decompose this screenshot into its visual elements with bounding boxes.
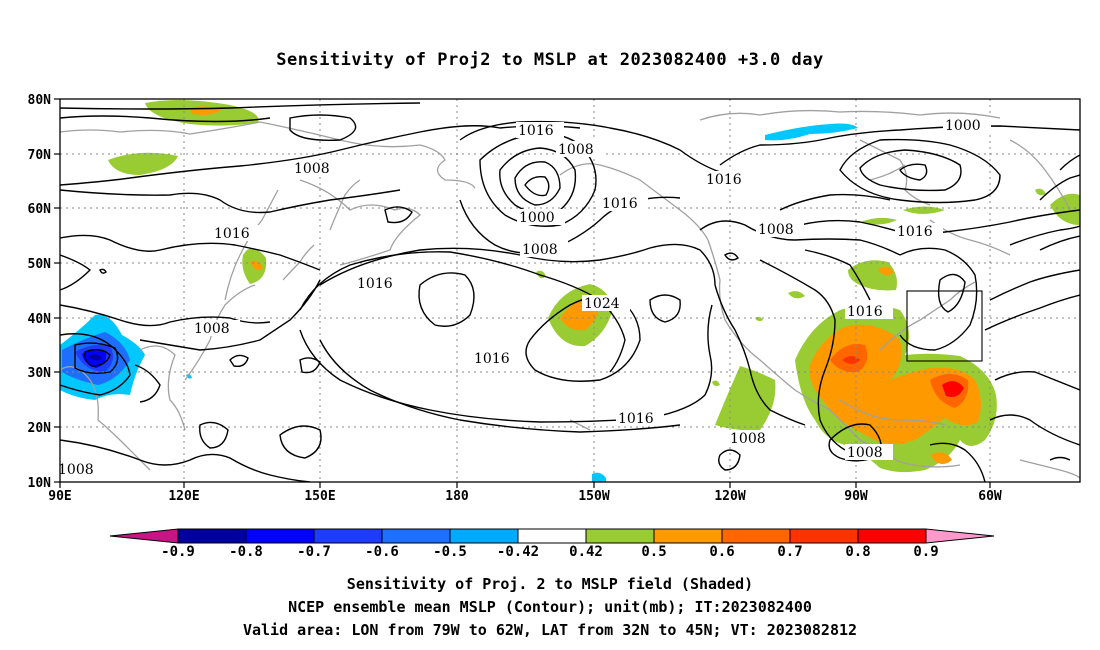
shade-negative-arctic <box>765 123 858 141</box>
contour-label: 1000 <box>519 210 555 226</box>
colorbar-label: 0.7 <box>777 544 802 560</box>
lat-label: 30N <box>28 366 52 381</box>
lat-label: 80N <box>28 93 52 108</box>
contour-label: 1000 <box>945 118 981 134</box>
colorbar-segment <box>177 528 247 544</box>
colorbar-label: 0.8 <box>845 544 870 560</box>
colorbar-labels: -0.9 -0.8 -0.7 -0.6 -0.5 -0.42 0.42 0.5 … <box>161 544 939 560</box>
sensitivity-shading <box>60 99 1080 482</box>
colorbar <box>109 528 995 544</box>
colorbar-label: -0.9 <box>161 544 195 560</box>
footer-line-contour: NCEP ensemble mean MSLP (Contour); unit(… <box>288 598 812 616</box>
contour-label: 1016 <box>357 276 393 292</box>
contour-label: 1016 <box>474 351 510 367</box>
lon-label: 150E <box>304 489 335 504</box>
contour-label: 1016 <box>518 123 554 139</box>
footer-line-shading: Sensitivity of Proj. 2 to MSLP field (Sh… <box>346 575 754 593</box>
contour-label: 1008 <box>758 222 794 238</box>
contour-label: 1016 <box>602 196 638 212</box>
lat-axis-labels: 10N 20N 30N 40N 50N 60N 70N 80N <box>28 93 52 491</box>
lat-label: 20N <box>28 421 52 436</box>
valid-area-box <box>906 290 983 362</box>
axis-ticks <box>54 98 991 488</box>
contour-label: 1008 <box>847 445 883 461</box>
colorbar-segment <box>449 528 519 544</box>
lon-axis-labels: 90E 120E 150E 180 150W 120W 90W 60W <box>48 489 1002 504</box>
lon-label: 180 <box>445 489 469 504</box>
colorbar-segment <box>721 528 791 544</box>
contour-label: 1008 <box>294 161 330 177</box>
colorbar-label: -0.42 <box>497 544 539 560</box>
lon-label: 150W <box>578 489 609 504</box>
colorbar-segment <box>517 528 587 544</box>
contour-label: 1016 <box>847 304 883 320</box>
lat-label: 70N <box>28 148 52 163</box>
contour-label: 1008 <box>730 431 766 447</box>
colorbar-segment <box>313 528 383 544</box>
contour-label: 1008 <box>194 321 230 337</box>
colorbar-segment <box>789 528 859 544</box>
shade-positive-siberia <box>108 152 178 175</box>
colorbar-label: 0.5 <box>641 544 666 560</box>
contour-label: 1016 <box>897 224 933 240</box>
contour-label: 1016 <box>618 411 654 427</box>
lon-label: 60W <box>978 489 1002 504</box>
chart-title: Sensitivity of Proj2 to MSLP at 20230824… <box>276 50 824 70</box>
contour-label: 1016 <box>706 172 742 188</box>
footer-line-valid-area: Valid area: LON from 79W to 62W, LAT fro… <box>242 621 858 639</box>
shade-positive-eastpacific <box>715 366 776 431</box>
contour-label: 1024 <box>584 296 620 312</box>
colorbar-label: 0.9 <box>913 544 938 560</box>
mslp-contours <box>60 102 1080 482</box>
contour-label: 1008 <box>522 242 558 258</box>
lon-label: 90W <box>844 489 868 504</box>
colorbar-segment <box>857 528 927 544</box>
contour-label: 1008 <box>58 462 94 478</box>
colorbar-segment <box>585 528 655 544</box>
lon-label: 120E <box>168 489 199 504</box>
lat-label: 40N <box>28 312 52 327</box>
colorbar-label: -0.8 <box>229 544 263 560</box>
colorbar-label: 0.6 <box>709 544 734 560</box>
colorbar-segment <box>245 528 315 544</box>
colorbar-label: 0.42 <box>569 544 603 560</box>
map-plot-area: 1016 1008 1000 1016 1008 1016 1008 1016 … <box>58 99 1080 482</box>
lon-label: 120W <box>714 489 745 504</box>
lon-label: 90E <box>48 489 71 504</box>
colorbar-label: -0.6 <box>365 544 399 560</box>
contour-labels: 1016 1008 1000 1016 1008 1016 1008 1016 … <box>58 118 981 478</box>
colorbar-segment <box>653 528 723 544</box>
colorbar-extend-high <box>925 528 995 544</box>
contour-label: 1008 <box>558 142 594 158</box>
colorbar-label: -0.7 <box>297 544 331 560</box>
lat-label: 10N <box>28 476 52 491</box>
colorbar-label: -0.5 <box>433 544 467 560</box>
colorbar-segment <box>381 528 451 544</box>
map-frame <box>59 98 1081 483</box>
contour-label: 1016 <box>214 226 250 242</box>
colorbar-extend-low <box>109 528 179 544</box>
lat-label: 60N <box>28 202 52 217</box>
lat-label: 50N <box>28 257 52 272</box>
